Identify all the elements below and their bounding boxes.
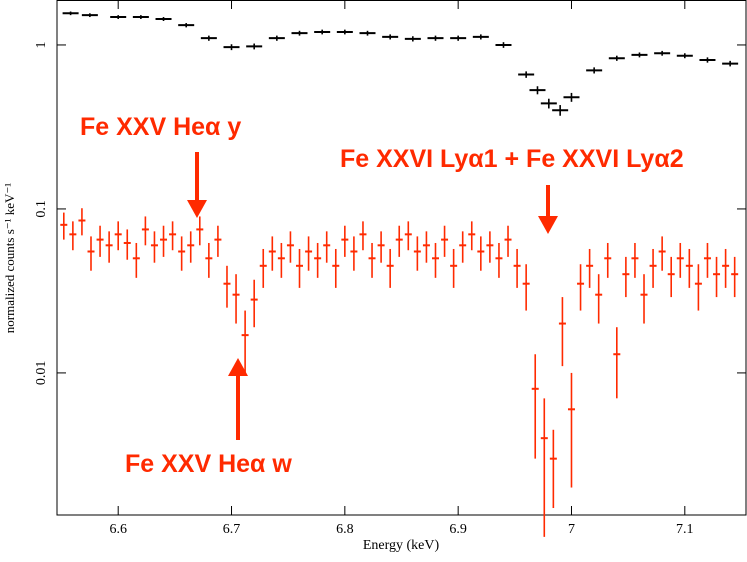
y-tick-label: 0.01 [34,361,49,386]
x-axis-label: Energy (keV) [363,538,440,553]
annotation-arrows [187,152,558,440]
x-tick-label: 6.7 [223,522,241,537]
arrow-head [538,216,558,234]
x-tick-label: 6.6 [109,522,127,537]
y-tick-label: 0.1 [34,200,49,218]
annotation: Fe XXV Heα w [125,450,292,478]
y-tick-label: 1 [34,41,49,48]
annotation: Fe XXVI Lyα1 + Fe XXVI Lyα2 [340,145,684,173]
y-axis-label: normalized counts s⁻¹ keV⁻¹ [2,183,17,334]
x-tick-label: 6.9 [449,522,467,537]
arrow-head [228,358,248,376]
plot-frame [56,0,747,516]
annotation: Fe XXV Heα y [80,113,241,141]
x-tick-label: 7.1 [676,522,694,537]
arrow-head [187,200,207,218]
x-tick-label: 6.8 [336,522,354,537]
x-tick-label: 7 [568,522,575,537]
